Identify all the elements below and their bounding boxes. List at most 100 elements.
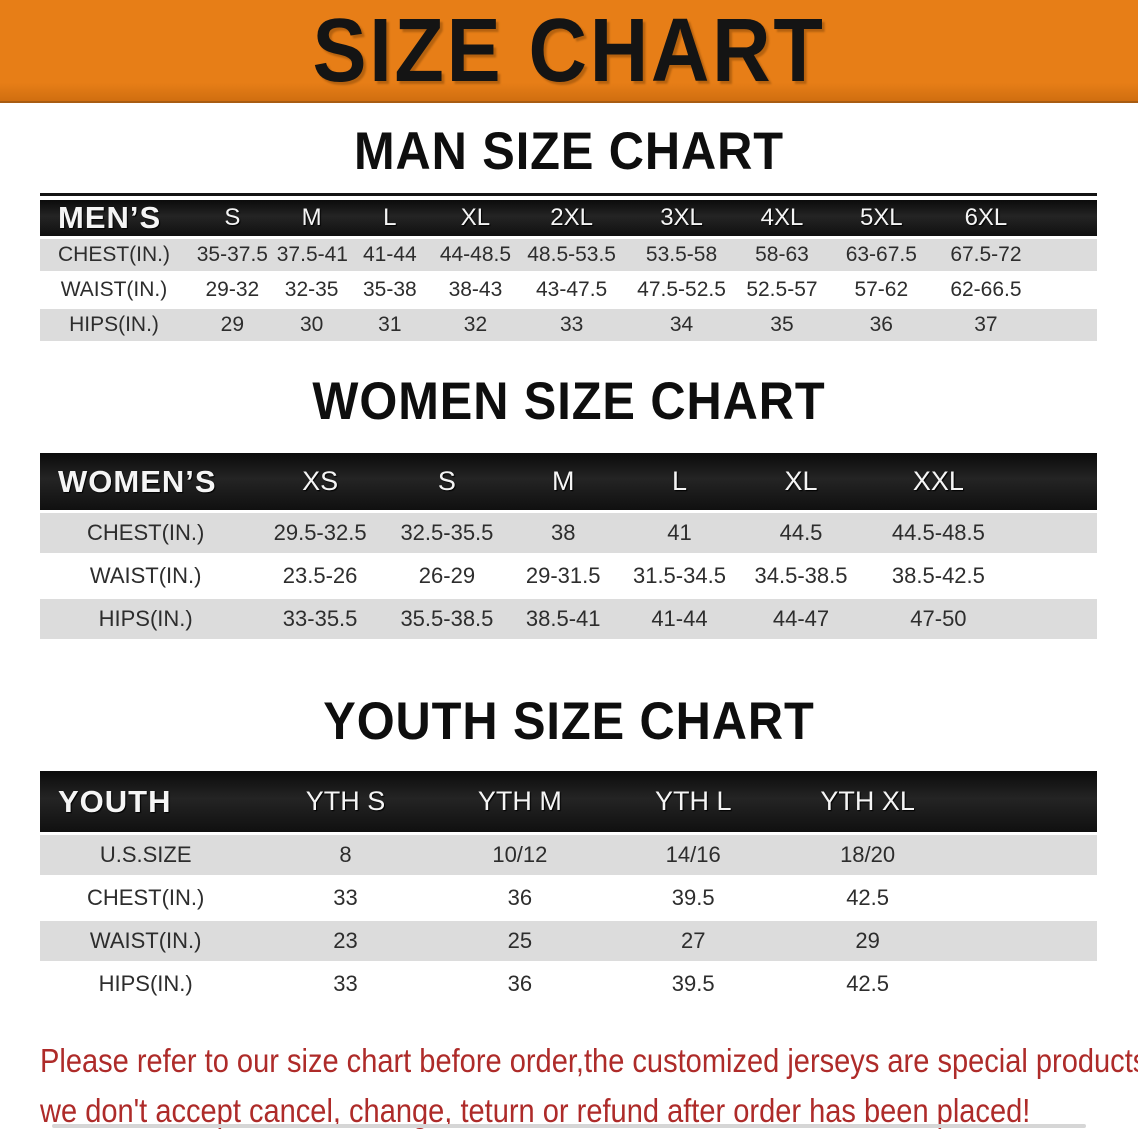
size-cell: 26-29 — [388, 556, 506, 599]
row-label: CHEST(IN.) — [40, 239, 188, 274]
size-cell: 44-48.5 — [433, 239, 518, 274]
size-cell: 35-38 — [346, 274, 434, 309]
size-cell: 33 — [251, 964, 440, 1007]
column-header: 3XL — [625, 200, 738, 239]
size-chart-banner: SIZE CHART — [0, 0, 1138, 103]
size-cell: 44.5-48.5 — [864, 513, 1013, 556]
disclaimer-text: Please refer to our size chart before or… — [40, 1036, 1138, 1136]
size-cell: 29.5-32.5 — [251, 513, 389, 556]
size-cell: 29 — [786, 921, 949, 964]
size-cell: 36 — [439, 964, 601, 1007]
row-spacer — [1035, 274, 1097, 309]
size-cell: 41-44 — [346, 239, 434, 274]
row-label: HIPS(IN.) — [40, 964, 252, 1007]
table-header-row: MEN’S S M L XL 2XL 3XL 4XL 5XL 6XL — [40, 200, 1097, 239]
table-header-label: MEN’S — [40, 200, 188, 239]
size-cell: 8 — [251, 835, 440, 878]
column-header: M — [276, 200, 347, 239]
table-row: HIPS(IN.) 33 36 39.5 42.5 — [40, 964, 1097, 1007]
column-header: YTH S — [251, 771, 440, 835]
size-cell: 31.5-34.5 — [621, 556, 738, 599]
row-spacer — [948, 878, 1097, 921]
column-header: YTH XL — [786, 771, 949, 835]
size-cell: 39.5 — [600, 964, 787, 1007]
women-size-table: WOMEN’S XS S M L XL XXL CHEST(IN.) 29.5-32.5 32.5… — [40, 453, 1097, 642]
size-cell: 35 — [737, 309, 827, 344]
table-header-label: YOUTH — [40, 771, 252, 835]
table-row: WAIST(IN.) 29-32 32-35 35-38 38-43 43-47.5 47.… — [40, 274, 1097, 309]
size-cell: 57-62 — [826, 274, 937, 309]
size-cell: 34 — [625, 309, 738, 344]
size-cell: 36 — [826, 309, 937, 344]
size-cell: 44.5 — [737, 513, 865, 556]
table-row: CHEST(IN.) 29.5-32.5 32.5-35.5 38 41 44.5 44.5… — [40, 513, 1097, 556]
row-label: HIPS(IN.) — [40, 309, 188, 344]
size-cell: 14/16 — [600, 835, 787, 878]
row-spacer — [1012, 556, 1097, 599]
size-cell: 67.5-72 — [936, 239, 1036, 274]
column-header: 5XL — [826, 200, 937, 239]
youth-table: YOUTH YTH S YTH M YTH L YTH XL U.S.SIZE 8 10/12… — [40, 771, 1097, 1007]
header-spacer — [1035, 200, 1097, 239]
table-row: CHEST(IN.) 33 36 39.5 42.5 — [40, 878, 1097, 921]
header-spacer — [948, 771, 1097, 835]
size-cell: 48.5-53.5 — [517, 239, 626, 274]
header-spacer — [1012, 453, 1097, 513]
size-cell: 27 — [600, 921, 787, 964]
size-cell: 29-32 — [187, 274, 277, 309]
size-cell: 37.5-41 — [276, 239, 348, 274]
size-cell: 39.5 — [600, 878, 787, 921]
row-spacer — [948, 964, 1097, 1007]
row-spacer — [1012, 599, 1097, 642]
size-cell: 44-47 — [737, 599, 865, 642]
row-label: WAIST(IN.) — [40, 274, 188, 309]
column-header: YTH M — [439, 771, 601, 835]
size-cell: 38 — [505, 513, 622, 556]
disclaimer-line-1: Please refer to our size chart before or… — [40, 1042, 1138, 1079]
table-row: CHEST(IN.) 35-37.5 37.5-41 41-44 44-48.5 48.5… — [40, 239, 1097, 274]
table-header-row: WOMEN’S XS S M L XL XXL — [40, 453, 1097, 513]
row-spacer — [1035, 309, 1097, 344]
size-cell: 63-67.5 — [826, 239, 937, 274]
table-row: HIPS(IN.) 29 30 31 32 33 34 35 36 37 — [40, 309, 1097, 344]
column-header: L — [346, 200, 434, 239]
row-label: HIPS(IN.) — [40, 599, 252, 642]
banner-title: SIZE CHART — [312, 0, 826, 101]
row-label: CHEST(IN.) — [40, 513, 252, 556]
row-spacer — [1012, 513, 1097, 556]
size-cell: 47.5-52.5 — [625, 274, 738, 309]
column-header: 6XL — [936, 200, 1036, 239]
table-header-label: WOMEN’S — [40, 453, 252, 513]
youth-size-table: YOUTH YTH S YTH M YTH L YTH XL U.S.SIZE 8 10/12… — [40, 771, 1097, 1007]
size-cell: 34.5-38.5 — [737, 556, 865, 599]
column-header: 2XL — [517, 200, 626, 239]
column-header: XL — [433, 200, 518, 239]
size-cell: 25 — [439, 921, 601, 964]
table-row: HIPS(IN.) 33-35.5 35.5-38.5 38.5-41 41-44 44-… — [40, 599, 1097, 642]
size-cell: 18/20 — [786, 835, 949, 878]
row-spacer — [948, 921, 1097, 964]
men-table: MEN’S S M L XL 2XL 3XL 4XL 5XL 6XL CHEST(IN.) 35-37… — [40, 200, 1097, 344]
size-cell: 33 — [517, 309, 626, 344]
column-header: XL — [737, 453, 865, 513]
size-cell: 41-44 — [621, 599, 738, 642]
size-cell: 32-35 — [276, 274, 347, 309]
size-cell: 33-35.5 — [251, 599, 389, 642]
size-cell: 43-47.5 — [517, 274, 626, 309]
youth-section-title: YOUTH SIZE CHART — [323, 692, 815, 751]
size-cell: 35-37.5 — [187, 239, 277, 274]
row-label: U.S.SIZE — [40, 835, 252, 878]
size-cell: 41 — [621, 513, 738, 556]
disclaimer-line-2: we don't accept cancel, change, teturn o… — [40, 1092, 1031, 1129]
size-cell: 37 — [936, 309, 1036, 344]
size-cell: 47-50 — [864, 599, 1013, 642]
table-row: WAIST(IN.) 23 25 27 29 — [40, 921, 1097, 964]
size-cell: 32 — [433, 309, 518, 344]
column-header: XXL — [864, 453, 1013, 513]
size-cell: 30 — [276, 309, 347, 344]
size-cell: 31 — [346, 309, 434, 344]
row-label: WAIST(IN.) — [40, 921, 252, 964]
column-header: XS — [251, 453, 389, 513]
size-cell: 33 — [251, 878, 440, 921]
size-cell: 35.5-38.5 — [388, 599, 506, 642]
